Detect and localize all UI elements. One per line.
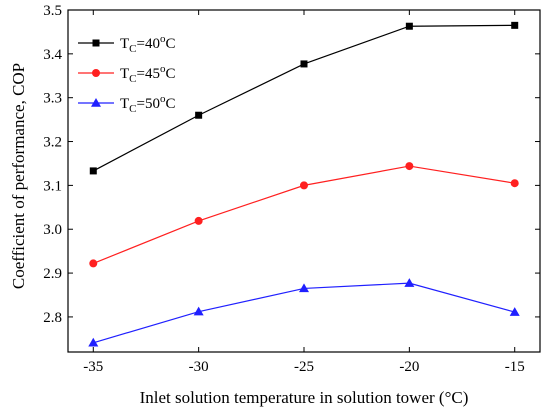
data-point [405, 162, 414, 171]
legend-marker [91, 98, 101, 107]
y-tick-label: 3.3 [43, 91, 62, 107]
x-tick-label: -35 [83, 359, 103, 375]
legend-label: TC=45oC [120, 63, 176, 85]
data-point [300, 181, 308, 190]
x-axis-title: Inlet solution temperature in solution t… [140, 388, 469, 407]
series-line-2 [93, 165, 515, 264]
data-point [89, 259, 98, 268]
y-tick-label: 3.0 [43, 222, 62, 238]
data-point [510, 179, 519, 188]
data-point [299, 283, 309, 293]
data-point [193, 306, 204, 316]
data-point [511, 21, 519, 29]
data-point [404, 278, 415, 287]
data-point [89, 167, 97, 175]
data-point [195, 111, 203, 119]
legend-label: TC=50oC [120, 93, 176, 115]
y-axis-title: Coefficient of performance, COP [9, 63, 28, 289]
x-tick-label: -25 [294, 359, 314, 375]
data-point [405, 22, 413, 30]
y-tick-label: 3.5 [43, 3, 62, 19]
data-point [194, 216, 203, 225]
data-point [300, 60, 308, 68]
y-tick-label: 3.2 [43, 135, 62, 151]
x-tick-label: -15 [505, 359, 525, 375]
y-tick-label: 2.9 [43, 266, 62, 282]
y-tick-label: 3.4 [43, 47, 62, 63]
x-tick-label: -30 [189, 359, 209, 375]
data-point [88, 337, 99, 347]
data-point [509, 307, 520, 316]
y-tick-label: 2.8 [43, 310, 62, 326]
legend-marker [92, 39, 100, 47]
y-tick-label: 3.1 [43, 178, 62, 194]
x-tick-label: -20 [399, 359, 419, 375]
legend-marker [92, 69, 100, 77]
legend-label: TC=40oC [120, 33, 176, 55]
